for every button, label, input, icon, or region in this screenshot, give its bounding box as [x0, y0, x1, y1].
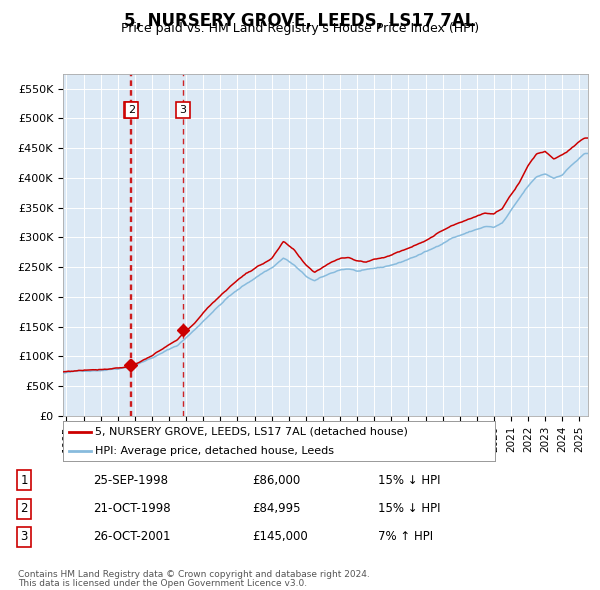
Text: 3: 3: [20, 530, 28, 543]
Text: 1: 1: [127, 104, 134, 114]
Text: 15% ↓ HPI: 15% ↓ HPI: [378, 474, 440, 487]
Text: 5, NURSERY GROVE, LEEDS, LS17 7AL (detached house): 5, NURSERY GROVE, LEEDS, LS17 7AL (detac…: [95, 427, 408, 437]
Text: £145,000: £145,000: [252, 530, 308, 543]
Text: 2: 2: [128, 104, 135, 114]
Text: 15% ↓ HPI: 15% ↓ HPI: [378, 502, 440, 515]
Text: 2: 2: [20, 502, 28, 515]
Text: 5, NURSERY GROVE, LEEDS, LS17 7AL: 5, NURSERY GROVE, LEEDS, LS17 7AL: [124, 12, 476, 30]
Text: Contains HM Land Registry data © Crown copyright and database right 2024.: Contains HM Land Registry data © Crown c…: [18, 570, 370, 579]
Text: 26-OCT-2001: 26-OCT-2001: [93, 530, 170, 543]
Text: 21-OCT-1998: 21-OCT-1998: [93, 502, 170, 515]
Text: £84,995: £84,995: [252, 502, 301, 515]
Text: HPI: Average price, detached house, Leeds: HPI: Average price, detached house, Leed…: [95, 447, 334, 456]
Text: £86,000: £86,000: [252, 474, 300, 487]
Text: This data is licensed under the Open Government Licence v3.0.: This data is licensed under the Open Gov…: [18, 579, 307, 588]
Text: 1: 1: [20, 474, 28, 487]
Text: 3: 3: [179, 104, 187, 114]
Text: 25-SEP-1998: 25-SEP-1998: [93, 474, 168, 487]
Text: Price paid vs. HM Land Registry's House Price Index (HPI): Price paid vs. HM Land Registry's House …: [121, 22, 479, 35]
Text: 7% ↑ HPI: 7% ↑ HPI: [378, 530, 433, 543]
